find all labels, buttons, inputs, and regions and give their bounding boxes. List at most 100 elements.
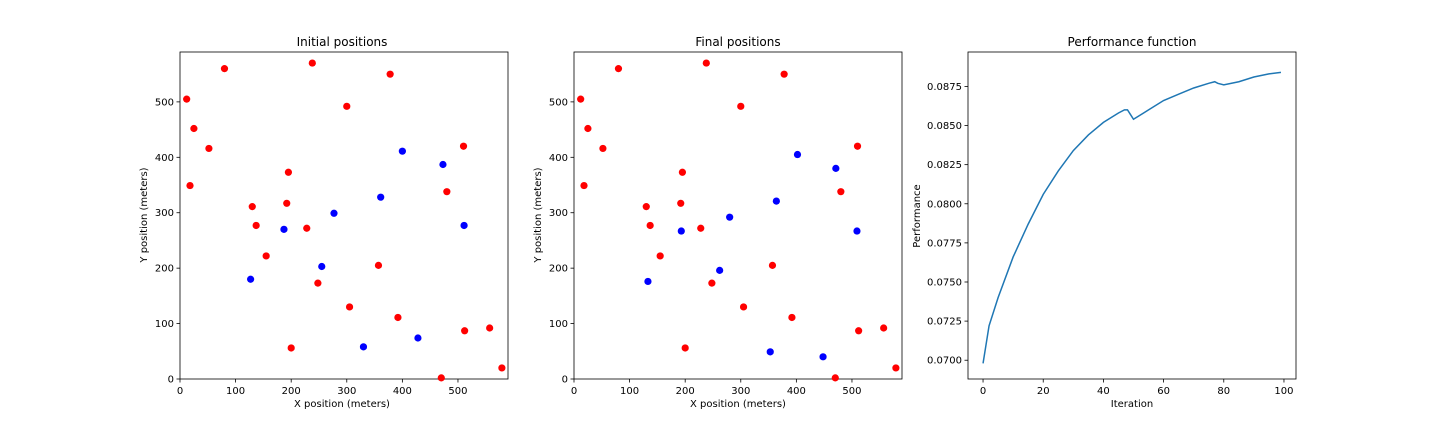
chart-title: Final positions — [695, 35, 780, 49]
y-tick-label: 100 — [549, 319, 568, 330]
x-axis-label: X position (meters) — [690, 399, 786, 410]
scatter-point — [644, 277, 652, 286]
x-tick-label: 0 — [980, 386, 986, 397]
x-tick-label: 0 — [571, 386, 577, 397]
scatter-point — [343, 102, 351, 110]
y-tick-label: 0.0750 — [927, 277, 962, 288]
y-tick-label: 0.0825 — [927, 160, 962, 171]
scatter-point — [708, 279, 716, 287]
scatter-point — [677, 199, 685, 207]
scatter-point — [677, 227, 685, 235]
scatter-point — [599, 144, 607, 153]
scatter-point — [190, 124, 198, 133]
scatter-point — [439, 160, 447, 169]
scatter-point — [892, 364, 900, 372]
x-tick-label: 500 — [842, 386, 861, 397]
scatter-point — [780, 70, 788, 78]
scatter-point — [486, 324, 494, 332]
x-tick-label: 80 — [1217, 386, 1230, 397]
y-tick-label: 100 — [155, 319, 174, 330]
scatter-point — [287, 344, 295, 352]
scatter-point — [394, 313, 402, 322]
plot-frame — [967, 51, 1297, 380]
scatter-point — [678, 168, 687, 176]
x-tick-label: 100 — [1274, 386, 1293, 397]
chart-title: Performance function — [1068, 35, 1197, 49]
y-axis-label: Y position (meters) — [533, 167, 544, 263]
scatter-point — [461, 327, 469, 335]
scatter-point — [577, 95, 585, 103]
scatter-point — [248, 203, 256, 211]
y-tick-label: 400 — [549, 153, 568, 164]
y-tick-label: 0.0850 — [927, 121, 962, 132]
x-axis-label: X position (meters) — [294, 399, 390, 410]
y-tick-label: 200 — [549, 264, 568, 275]
scatter-point — [614, 65, 623, 73]
scatter-point — [460, 221, 468, 230]
scatter-point — [220, 65, 229, 73]
scatter-point — [262, 252, 270, 260]
final-positions-chart: Final positions X position (meters) Y po… — [533, 35, 903, 410]
scatter-point — [359, 343, 368, 351]
x-tick-label: 300 — [337, 386, 356, 397]
scatter-point — [739, 303, 748, 311]
scatter-point — [330, 209, 338, 217]
x-tick-label: 0 — [177, 386, 183, 397]
scatter-point — [247, 275, 255, 283]
scatter-point — [284, 168, 293, 176]
x-tick-label: 100 — [226, 386, 245, 397]
scatter-point — [308, 59, 316, 67]
y-tick-label: 0 — [168, 375, 174, 386]
y-tick-label: 0.0775 — [927, 238, 962, 249]
chart-title: Initial positions — [297, 35, 388, 49]
plot-frame — [179, 51, 509, 380]
y-tick-label: 300 — [549, 208, 568, 219]
scatter-point — [584, 124, 592, 133]
x-tick-label: 200 — [282, 386, 301, 397]
scatter-point — [205, 144, 213, 153]
scatter-point — [656, 252, 664, 260]
scatter-point — [398, 147, 406, 155]
scatter-point — [183, 95, 191, 103]
scatter-point — [726, 213, 734, 221]
x-tick-label: 100 — [620, 386, 639, 397]
scatter-point — [377, 193, 385, 201]
y-tick-label: 0.0700 — [927, 356, 962, 367]
scatter-point — [793, 150, 802, 159]
scatter-point — [837, 188, 845, 196]
scatter-point — [880, 324, 888, 332]
scatter-point — [737, 102, 745, 110]
scatter-point — [498, 364, 506, 372]
scatter-point — [831, 374, 839, 382]
scatter-point — [646, 221, 654, 230]
scatter-point — [386, 70, 394, 78]
x-tick-label: 20 — [1037, 386, 1050, 397]
scatter-point — [318, 262, 326, 271]
plot-frame — [573, 51, 903, 380]
scatter-point — [252, 221, 260, 230]
scatter-point — [788, 313, 796, 322]
scatter-point — [853, 142, 862, 150]
y-tick-label: 400 — [155, 153, 174, 164]
scatter-point — [186, 181, 194, 190]
y-tick-label: 0.0800 — [927, 199, 962, 210]
y-tick-label: 0.0725 — [927, 317, 962, 328]
x-tick-label: 60 — [1157, 386, 1170, 397]
y-tick-label: 0.0875 — [927, 82, 962, 93]
performance-line — [982, 71, 1282, 364]
x-axis-label: Iteration — [1111, 399, 1153, 410]
scatter-point — [697, 224, 705, 232]
y-tick-label: 0 — [562, 375, 568, 386]
scatter-point — [642, 203, 650, 211]
scatter-point — [702, 59, 710, 67]
scatter-point — [768, 261, 777, 269]
scatter-point — [716, 266, 724, 274]
scatter-point — [283, 199, 291, 207]
scatter-point — [303, 224, 311, 232]
performance-function-chart: Performance function Iteration Performan… — [912, 35, 1297, 410]
x-tick-label: 200 — [676, 386, 695, 397]
scatter-point — [345, 303, 354, 311]
scatter-point — [772, 197, 780, 205]
y-tick-label: 200 — [155, 264, 174, 275]
